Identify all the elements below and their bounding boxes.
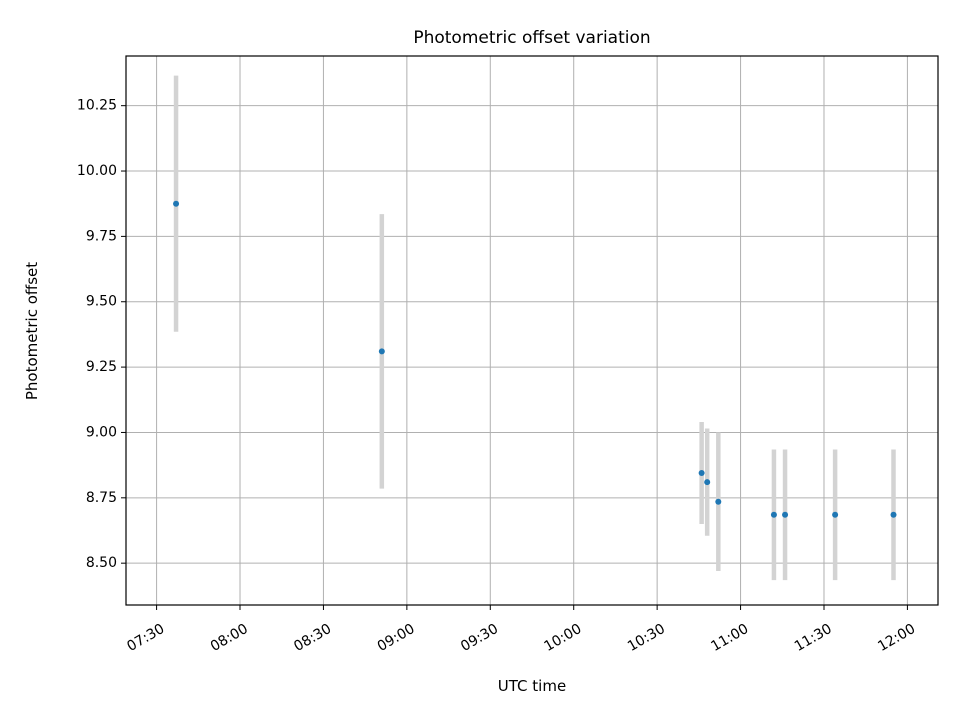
- y-tick-label: 8.50: [86, 555, 117, 571]
- x-tick-label: 07:30: [124, 621, 167, 655]
- x-axis-ticks: 07:30 08:00 08:30 09:00 09:30 10:00 10:30 11:00…: [124, 605, 918, 655]
- y-axis-label: Photometric offset: [23, 262, 41, 400]
- x-tick-label: 08:30: [291, 621, 334, 655]
- data-point: [173, 200, 180, 207]
- y-tick-label: 10.00: [77, 163, 117, 179]
- data-point: [832, 511, 839, 518]
- error-bars: [173, 75, 896, 581]
- y-tick-label: 9.50: [86, 294, 117, 310]
- y-axis-ticks: 8.50 8.75 9.00 9.25 9.50 9.75 10.00 10.25: [77, 98, 126, 571]
- x-tick-label: 12:00: [875, 621, 918, 655]
- y-tick-label: 9.25: [86, 359, 117, 375]
- y-tick-label: 9.00: [86, 424, 117, 440]
- x-tick-label: 11:00: [708, 621, 751, 655]
- data-point: [770, 511, 777, 518]
- data-point: [715, 498, 722, 505]
- chart-title: Photometric offset variation: [413, 28, 650, 48]
- data-points: [173, 200, 897, 518]
- data-point: [782, 511, 789, 518]
- x-tick-label: 10:30: [625, 621, 668, 655]
- data-point: [698, 469, 705, 476]
- y-tick-label: 10.25: [77, 98, 117, 114]
- data-point: [704, 479, 711, 486]
- x-tick-label: 08:00: [208, 621, 251, 655]
- x-tick-label: 11:30: [792, 621, 835, 655]
- x-tick-label: 10:00: [542, 621, 585, 655]
- y-tick-label: 9.75: [86, 228, 117, 244]
- data-point: [890, 511, 897, 518]
- grid: [126, 56, 938, 605]
- y-tick-label: 8.75: [86, 490, 117, 506]
- data-point: [378, 348, 385, 355]
- x-axis-label: UTC time: [498, 677, 566, 695]
- plot-frame: [125, 55, 939, 606]
- x-tick-label: 09:00: [375, 621, 418, 655]
- x-tick-label: 09:30: [458, 621, 501, 655]
